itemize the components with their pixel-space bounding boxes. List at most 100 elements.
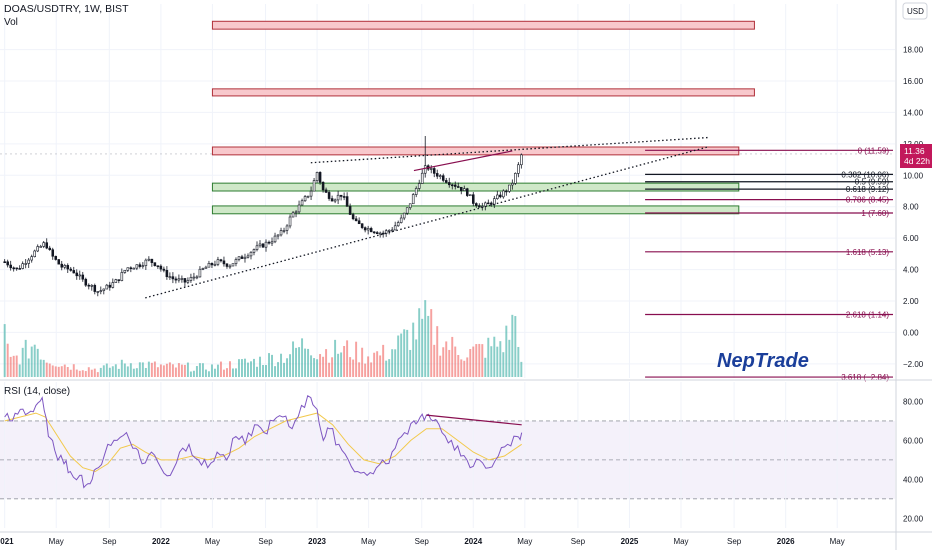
candle-body (354, 218, 358, 222)
rsi-axis-tick-label: 80.00 (903, 397, 924, 406)
volume-bar (189, 371, 192, 377)
dotted-trendline[interactable] (145, 146, 708, 299)
resistance-zone[interactable] (211, 146, 740, 156)
volume-bar (334, 339, 337, 377)
support-resistance-zones[interactable] (211, 20, 755, 215)
candle-body (312, 180, 316, 192)
candle-body (490, 202, 493, 205)
volume-bar (280, 353, 283, 377)
volume-bar (481, 344, 484, 377)
volume-bar (274, 366, 277, 377)
volume-bar (394, 349, 397, 377)
volume-bar (42, 359, 45, 377)
volume-bar (75, 369, 78, 377)
support-zone[interactable] (211, 205, 740, 215)
volume-bar (484, 357, 487, 377)
candle-body (471, 194, 475, 204)
volume-bar (45, 362, 48, 377)
volume-bar (126, 366, 129, 377)
candle-body (114, 279, 118, 283)
rsi-axis-tick-label: 40.00 (903, 475, 924, 484)
candle-body (195, 276, 199, 279)
volume-bar (18, 364, 21, 377)
candle-body (435, 173, 439, 177)
volume-bar (156, 367, 159, 377)
candle-body (144, 259, 148, 266)
candle-body (93, 285, 97, 292)
volume-bar (15, 355, 18, 377)
candle-body (156, 265, 160, 268)
candle-body (126, 267, 130, 271)
time-axis-tick-label: May (49, 537, 64, 546)
candle-body (432, 168, 436, 174)
volume-bar (198, 363, 201, 377)
candle-body (3, 261, 6, 264)
volume-bar (514, 316, 517, 377)
candle-body (204, 266, 208, 269)
candle-body (162, 268, 166, 271)
candle-body (288, 216, 292, 227)
candle-body (396, 222, 400, 227)
candle-body (387, 230, 391, 232)
support-zone[interactable] (211, 182, 740, 192)
price-axis-tick-label: 2.00 (903, 297, 919, 306)
fibonacci-levels[interactable]: 0 (11.59) 0.382 (10.06)0.5 (9.59)0.618 (9… (645, 146, 893, 382)
candle-body (333, 199, 337, 202)
time-axis-tick-label: 2021 (0, 537, 14, 546)
candle-body (216, 259, 220, 265)
rsi-axis-tick-label: 60.00 (903, 436, 924, 445)
volume-bar (99, 367, 102, 377)
volume-bar (517, 346, 520, 377)
time-axis-tick-label: Sep (571, 537, 586, 546)
resistance-zone[interactable] (211, 88, 755, 97)
rsi-divergence-line[interactable] (426, 414, 522, 426)
time-axis-tick-label: May (361, 537, 376, 546)
resistance-zone[interactable] (211, 20, 755, 30)
volume-bar (132, 368, 135, 377)
volume-bar (493, 336, 496, 377)
candle-body (57, 259, 61, 265)
candle-body (21, 263, 24, 269)
candle-body (366, 228, 370, 231)
candle-body (78, 274, 82, 277)
candle-body (210, 262, 214, 266)
volume-bar (238, 359, 240, 377)
volume-bar (307, 348, 310, 377)
volume-bar (295, 347, 298, 377)
candle-body (474, 203, 478, 206)
divergence-trendline[interactable] (413, 150, 513, 172)
candle-body (63, 265, 67, 268)
candle-body (351, 214, 355, 220)
currency-button[interactable]: USD (902, 2, 928, 20)
volume-bar (177, 363, 180, 377)
candle-body (264, 241, 268, 248)
candle-body (81, 274, 85, 280)
volume-bar (117, 368, 120, 377)
volume-bar (108, 367, 111, 377)
volume-bar (114, 364, 117, 377)
volume-bar (382, 344, 385, 377)
candle-body (66, 265, 70, 270)
volume-bar (51, 365, 54, 377)
volume-bar (433, 344, 436, 377)
candle-body (87, 284, 91, 287)
candle-body (111, 282, 115, 288)
price-axis-tick-label: 18.00 (903, 46, 924, 55)
time-axis-tick-label: Sep (102, 537, 117, 546)
symbol-title: DOAS/USDTRY, 1W, BIST (4, 3, 129, 15)
candle-body (84, 278, 88, 286)
volume-bar (469, 349, 472, 377)
trendlines[interactable] (145, 136, 708, 299)
candle-body (438, 175, 442, 177)
volume-bar (192, 370, 195, 377)
volume-bar (313, 358, 316, 377)
price-axis-tick-label: 8.00 (903, 203, 919, 212)
time-axis-tick-label: 2024 (464, 537, 482, 546)
volume-bar (316, 359, 319, 377)
volume-bar (337, 353, 340, 377)
candle-body (303, 196, 307, 202)
candle-body (363, 227, 367, 231)
volume-bar (244, 358, 246, 377)
volume-bar (102, 365, 105, 377)
